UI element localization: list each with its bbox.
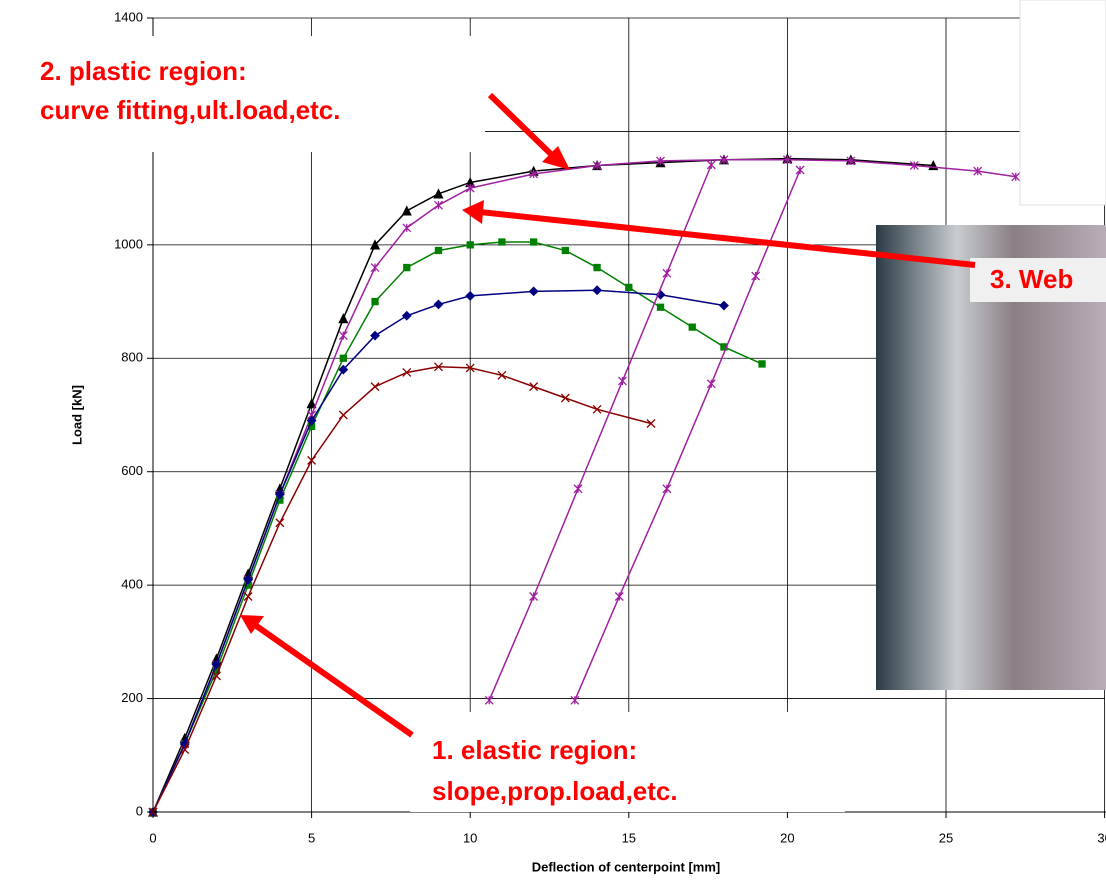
x-tick-label: 20 xyxy=(780,830,794,845)
data-point xyxy=(663,485,671,493)
data-point xyxy=(626,284,632,290)
data-point xyxy=(615,592,623,600)
data-point xyxy=(561,394,569,402)
data-point xyxy=(403,224,411,232)
y-tick-label: 1400 xyxy=(114,9,143,24)
data-point xyxy=(499,239,505,245)
data-point xyxy=(594,265,600,271)
data-point xyxy=(339,411,347,419)
data-point xyxy=(244,592,252,600)
annotation: 1. elastic region: xyxy=(432,735,637,765)
data-point xyxy=(404,265,410,271)
inset-box xyxy=(1020,0,1106,205)
page: {"chart_data": {"type": "line", "x_label… xyxy=(0,0,1106,880)
x-tick-label: 5 xyxy=(308,830,315,845)
data-point xyxy=(434,201,442,209)
data-point xyxy=(467,242,473,248)
data-point xyxy=(485,696,493,704)
overlays: 2. plastic region: curve fitting,ult.loa… xyxy=(0,0,1106,812)
data-point xyxy=(531,239,537,245)
y-tick-label: 1000 xyxy=(114,236,143,251)
data-point xyxy=(403,207,411,215)
y-tick-label: 0 xyxy=(136,803,143,818)
data-point xyxy=(403,312,411,320)
x-tick-label: 15 xyxy=(622,830,636,845)
data-point xyxy=(618,377,626,385)
data-point xyxy=(530,383,538,391)
data-point xyxy=(796,166,804,174)
data-point xyxy=(574,485,582,493)
x-tick-label: 25 xyxy=(939,830,953,845)
data-point xyxy=(434,190,442,198)
chart: 0200400600800100012001400051015202530 Lo… xyxy=(0,0,1106,880)
x-tick-label: 0 xyxy=(149,830,156,845)
y-tick-label: 200 xyxy=(121,690,143,705)
data-point xyxy=(663,269,671,277)
annotation: slope,prop.load,etc. xyxy=(432,776,678,806)
y-tick-label: 400 xyxy=(121,577,143,592)
series-line xyxy=(575,170,800,700)
data-point xyxy=(720,302,728,310)
data-point xyxy=(562,248,568,254)
data-point xyxy=(371,383,379,391)
data-point xyxy=(752,272,760,280)
annotation: 3. Web xyxy=(990,264,1073,294)
data-point xyxy=(434,300,442,308)
data-point xyxy=(571,696,579,704)
arrowhead xyxy=(462,200,484,224)
y-tick-label: 800 xyxy=(121,350,143,365)
x-tick-label: 10 xyxy=(463,830,477,845)
data-point xyxy=(530,592,538,600)
data-point xyxy=(759,361,765,367)
y-axis-label: Load [kN] xyxy=(69,385,84,445)
data-point xyxy=(466,292,474,300)
data-point xyxy=(658,304,664,310)
x-tick-label: 30 xyxy=(1097,830,1106,845)
data-point xyxy=(372,299,378,305)
data-point xyxy=(339,315,347,323)
data-point xyxy=(707,161,715,169)
data-point xyxy=(340,355,346,361)
data-point xyxy=(435,248,441,254)
arrow xyxy=(490,95,555,158)
data-point xyxy=(530,287,538,295)
annotation: 2. plastic region: xyxy=(40,56,247,86)
arrow xyxy=(255,625,412,735)
data-point xyxy=(339,332,347,340)
data-point xyxy=(593,286,601,294)
y-tick-label: 600 xyxy=(121,463,143,478)
data-point xyxy=(689,324,695,330)
data-point xyxy=(276,519,284,527)
data-point xyxy=(371,264,379,272)
data-point xyxy=(707,380,715,388)
annotation: curve fitting,ult.load,etc. xyxy=(40,95,340,125)
x-axis-label: Deflection of centerpoint [mm] xyxy=(532,859,721,874)
